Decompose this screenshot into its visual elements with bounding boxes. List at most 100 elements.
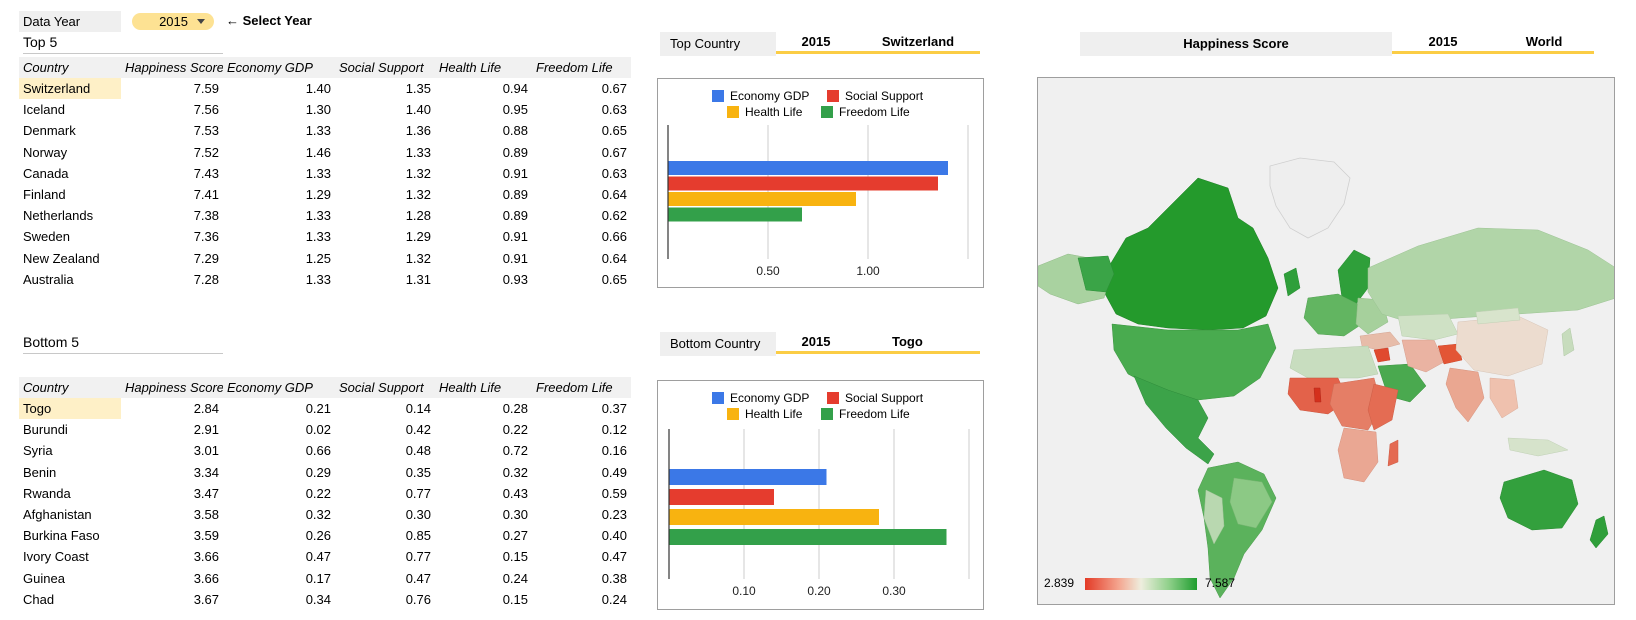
top-country-year[interactable]: 2015: [776, 32, 856, 54]
economy-cell: 0.66: [305, 443, 331, 459]
map-region-western-europe: [1303, 293, 1363, 337]
table-row[interactable]: Syria 3.01 0.66 0.48 0.72 0.16: [19, 440, 631, 461]
col-header-country[interactable]: Country: [19, 57, 121, 78]
economy-cell: 0.29: [305, 464, 331, 480]
freedom-cell: 0.67: [601, 81, 627, 97]
country-cell: Burundi: [23, 422, 68, 438]
world-choropleth-map[interactable]: [1038, 78, 1615, 605]
country-cell: Ivory Coast: [23, 549, 89, 565]
chart-legend: Economy GDP Social Support Health Life F…: [712, 391, 952, 423]
map-region-new-zealand: [1589, 515, 1609, 549]
col-header-country[interactable]: Country: [19, 377, 121, 398]
col-header-health[interactable]: Health Life: [435, 57, 532, 78]
freedom-cell: 0.65: [601, 271, 627, 287]
table-row[interactable]: Denmark 7.53 1.33 1.36 0.88 0.65: [19, 120, 631, 141]
map-legend-max: 7.587: [1205, 576, 1236, 590]
health-cell: 0.32: [502, 464, 528, 480]
health-cell: 0.30: [502, 507, 528, 523]
economy-cell: 1.46: [305, 144, 331, 160]
bar-freedom[interactable]: [669, 529, 947, 545]
health-cell: 0.15: [502, 549, 528, 565]
table-row[interactable]: Australia 7.28 1.33 1.31 0.93 0.65: [19, 269, 631, 290]
bottom-country-chart: Economy GDP Social Support Health Life F…: [657, 380, 984, 610]
map-region-southeast-asia: [1489, 377, 1519, 419]
economy-cell: 0.02: [305, 422, 331, 438]
table-row[interactable]: Norway 7.52 1.46 1.33 0.89 0.67: [19, 142, 631, 163]
col-header-happiness[interactable]: Happiness Score: [121, 57, 223, 78]
map-legend-gradient: [1085, 578, 1197, 590]
col-header-social[interactable]: Social Support: [335, 377, 435, 398]
map-region[interactable]: World: [1494, 32, 1594, 54]
col-header-social[interactable]: Social Support: [335, 57, 435, 78]
table-row[interactable]: Guinea 3.66 0.17 0.47 0.24 0.38: [19, 568, 631, 589]
health-cell: 0.91: [502, 250, 528, 266]
table-row[interactable]: Benin 3.34 0.29 0.35 0.32 0.49: [19, 462, 631, 483]
social-cell: 0.77: [405, 485, 431, 501]
top-country-label: Top Country: [660, 32, 776, 56]
freedom-cell: 0.64: [601, 187, 627, 203]
freedom-cell: 0.65: [601, 123, 627, 139]
health-cell: 0.72: [502, 443, 528, 459]
happiness-cell: 7.53: [193, 123, 219, 139]
table-row[interactable]: Togo 2.84 0.21 0.14 0.28 0.37: [19, 398, 631, 420]
top5-table: Country Happiness Score Economy GDP Soci…: [19, 57, 631, 290]
map-year[interactable]: 2015: [1392, 32, 1494, 54]
map-region-north-africa: [1289, 345, 1379, 379]
health-cell: 0.95: [502, 102, 528, 118]
economy-cell: 1.33: [305, 165, 331, 181]
social-cell: 0.85: [405, 528, 431, 544]
col-header-health[interactable]: Health Life: [435, 377, 532, 398]
social-cell: 0.77: [405, 549, 431, 565]
health-cell: 0.15: [502, 591, 528, 607]
table-row[interactable]: New Zealand 7.29 1.25 1.32 0.91 0.64: [19, 248, 631, 269]
happiness-cell: 3.67: [193, 591, 219, 607]
table-row[interactable]: Afghanistan 3.58 0.32 0.30 0.30 0.23: [19, 504, 631, 525]
economy-cell: 0.32: [305, 507, 331, 523]
freedom-cell: 0.63: [601, 165, 627, 181]
bar-freedom[interactable]: [668, 207, 802, 222]
table-row[interactable]: Rwanda 3.47 0.22 0.77 0.43 0.59: [19, 483, 631, 504]
map-region-mongolia: [1475, 307, 1521, 325]
social-cell: 0.42: [405, 422, 431, 438]
table-row[interactable]: Canada 7.43 1.33 1.32 0.91 0.63: [19, 163, 631, 184]
table-row[interactable]: Burkina Faso 3.59 0.26 0.85 0.27 0.40: [19, 525, 631, 546]
col-header-economy[interactable]: Economy GDP: [223, 57, 335, 78]
bottom-country-name[interactable]: Togo: [856, 332, 980, 354]
table-row[interactable]: Netherlands 7.38 1.33 1.28 0.89 0.62: [19, 205, 631, 226]
bar-economy[interactable]: [669, 469, 827, 485]
table-row[interactable]: Ivory Coast 3.66 0.47 0.77 0.15 0.47: [19, 546, 631, 567]
bar-health[interactable]: [668, 192, 856, 206]
bar-economy[interactable]: [668, 161, 948, 175]
bar-social[interactable]: [669, 489, 774, 505]
economy-cell: 0.17: [305, 570, 331, 586]
social-cell: 0.47: [405, 570, 431, 586]
map-region-togo: [1313, 387, 1322, 403]
social-cell: 1.32: [405, 250, 431, 266]
col-header-happiness[interactable]: Happiness Score: [121, 377, 223, 398]
table-row[interactable]: Iceland 7.56 1.30 1.40 0.95 0.63: [19, 99, 631, 120]
top-country-name[interactable]: Switzerland: [856, 32, 980, 54]
table-row[interactable]: Sweden 7.36 1.33 1.29 0.91 0.66: [19, 226, 631, 247]
year-dropdown[interactable]: 2015: [132, 13, 214, 30]
bar-health[interactable]: [669, 509, 879, 525]
bar-social[interactable]: [668, 176, 938, 191]
table-row[interactable]: Burundi 2.91 0.02 0.42 0.22 0.12: [19, 419, 631, 440]
col-header-freedom[interactable]: Freedom Life: [532, 57, 631, 78]
map-region-japan: [1561, 327, 1575, 357]
table-row[interactable]: Finland 7.41 1.29 1.32 0.89 0.64: [19, 184, 631, 205]
col-header-freedom[interactable]: Freedom Life: [532, 377, 631, 398]
freedom-cell: 0.62: [601, 208, 627, 224]
table-row[interactable]: Chad 3.67 0.34 0.76 0.15 0.24: [19, 589, 631, 610]
social-cell: 1.40: [405, 102, 431, 118]
freedom-cell: 0.64: [601, 250, 627, 266]
freedom-cell: 0.63: [601, 102, 627, 118]
map-region-brazil: [1229, 477, 1273, 529]
bottom-country-year[interactable]: 2015: [776, 332, 856, 354]
table-row[interactable]: Switzerland 7.59 1.40 1.35 0.94 0.67: [19, 78, 631, 100]
country-cell: Finland: [23, 187, 66, 203]
social-cell: 1.31: [405, 271, 431, 287]
col-header-economy[interactable]: Economy GDP: [223, 377, 335, 398]
bottom5-table: Country Happiness Score Economy GDP Soci…: [19, 377, 631, 610]
health-cell: 0.89: [502, 187, 528, 203]
freedom-cell: 0.47: [601, 549, 627, 565]
